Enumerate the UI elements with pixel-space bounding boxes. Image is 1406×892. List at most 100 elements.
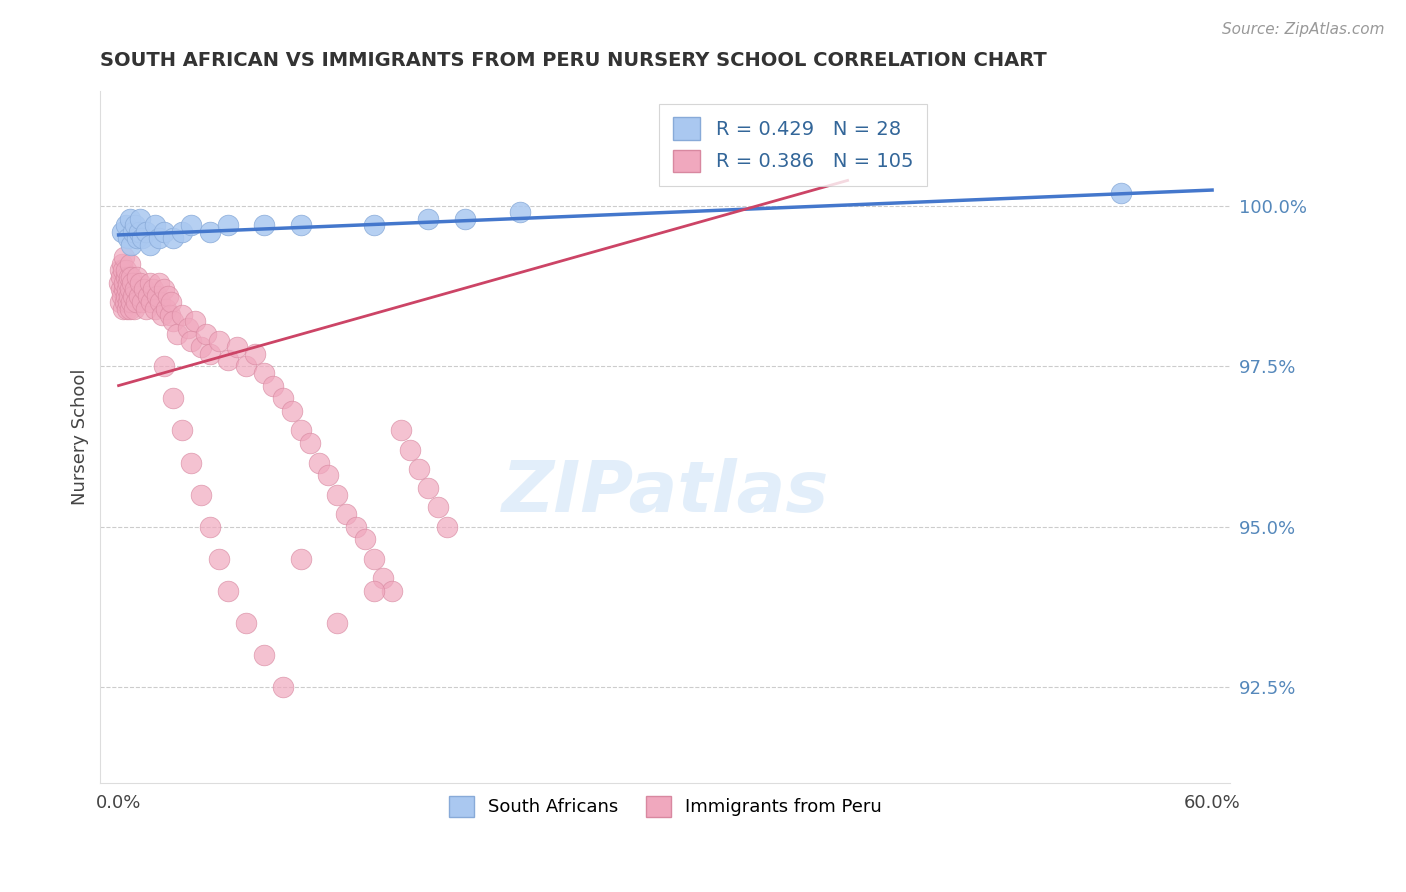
Point — [263, 378, 285, 392]
Point — [148, 276, 170, 290]
Point — [111, 289, 134, 303]
Point — [436, 519, 458, 533]
Point — [156, 289, 179, 303]
Point — [326, 487, 349, 501]
Point — [217, 583, 239, 598]
Point — [112, 263, 135, 277]
Point — [129, 276, 152, 290]
Point — [408, 462, 430, 476]
Point — [172, 225, 194, 239]
Point — [426, 500, 449, 515]
Point — [111, 225, 134, 239]
Point — [112, 276, 135, 290]
Point — [112, 282, 135, 296]
Point — [118, 289, 141, 303]
Point — [160, 295, 183, 310]
Point — [418, 481, 440, 495]
Point — [363, 219, 385, 233]
Point — [131, 295, 153, 310]
Point — [138, 276, 160, 290]
Point — [117, 301, 139, 316]
Point — [198, 346, 221, 360]
Point — [290, 551, 312, 566]
Point — [162, 231, 184, 245]
Point — [381, 583, 404, 598]
Point — [371, 571, 394, 585]
Point — [245, 346, 267, 360]
Point — [114, 269, 136, 284]
Point — [195, 327, 218, 342]
Point — [125, 269, 148, 284]
Point — [131, 231, 153, 245]
Point — [184, 314, 207, 328]
Point — [149, 295, 172, 310]
Point — [108, 263, 131, 277]
Point — [235, 615, 257, 630]
Point — [122, 289, 145, 303]
Point — [235, 359, 257, 374]
Point — [253, 219, 276, 233]
Y-axis label: Nursery School: Nursery School — [72, 368, 89, 505]
Point — [208, 551, 231, 566]
Point — [363, 583, 385, 598]
Point — [290, 219, 312, 233]
Point — [124, 282, 146, 296]
Point — [110, 295, 132, 310]
Point — [180, 334, 202, 348]
Point — [124, 219, 146, 233]
Point — [150, 308, 173, 322]
Point — [226, 340, 249, 354]
Point — [399, 442, 422, 457]
Point — [253, 366, 276, 380]
Point — [128, 225, 150, 239]
Point — [155, 301, 177, 316]
Point — [280, 404, 302, 418]
Point — [290, 424, 312, 438]
Point — [180, 219, 202, 233]
Point — [110, 282, 132, 296]
Point — [117, 269, 139, 284]
Point — [114, 295, 136, 310]
Point — [326, 615, 349, 630]
Point — [125, 295, 148, 310]
Point — [120, 295, 142, 310]
Point — [138, 237, 160, 252]
Point — [180, 456, 202, 470]
Point — [335, 507, 357, 521]
Point — [135, 301, 157, 316]
Point — [159, 308, 181, 322]
Point — [110, 269, 132, 284]
Point — [115, 263, 138, 277]
Point — [271, 392, 294, 406]
Point — [108, 276, 131, 290]
Point — [135, 225, 157, 239]
Text: Source: ZipAtlas.com: Source: ZipAtlas.com — [1222, 22, 1385, 37]
Point — [1109, 186, 1132, 201]
Point — [198, 225, 221, 239]
Point — [153, 359, 176, 374]
Point — [316, 468, 339, 483]
Point — [118, 257, 141, 271]
Point — [115, 282, 138, 296]
Point — [190, 487, 212, 501]
Point — [136, 289, 159, 303]
Point — [298, 436, 321, 450]
Point — [454, 211, 477, 226]
Point — [118, 211, 141, 226]
Point — [217, 219, 239, 233]
Point — [344, 519, 367, 533]
Point — [122, 301, 145, 316]
Point — [125, 231, 148, 245]
Point — [162, 392, 184, 406]
Point — [418, 211, 440, 226]
Point — [308, 456, 330, 470]
Point — [253, 648, 276, 662]
Point — [120, 282, 142, 296]
Point — [121, 276, 143, 290]
Point — [153, 282, 176, 296]
Point — [112, 251, 135, 265]
Point — [353, 533, 375, 547]
Point — [128, 289, 150, 303]
Point — [143, 301, 166, 316]
Point — [115, 289, 138, 303]
